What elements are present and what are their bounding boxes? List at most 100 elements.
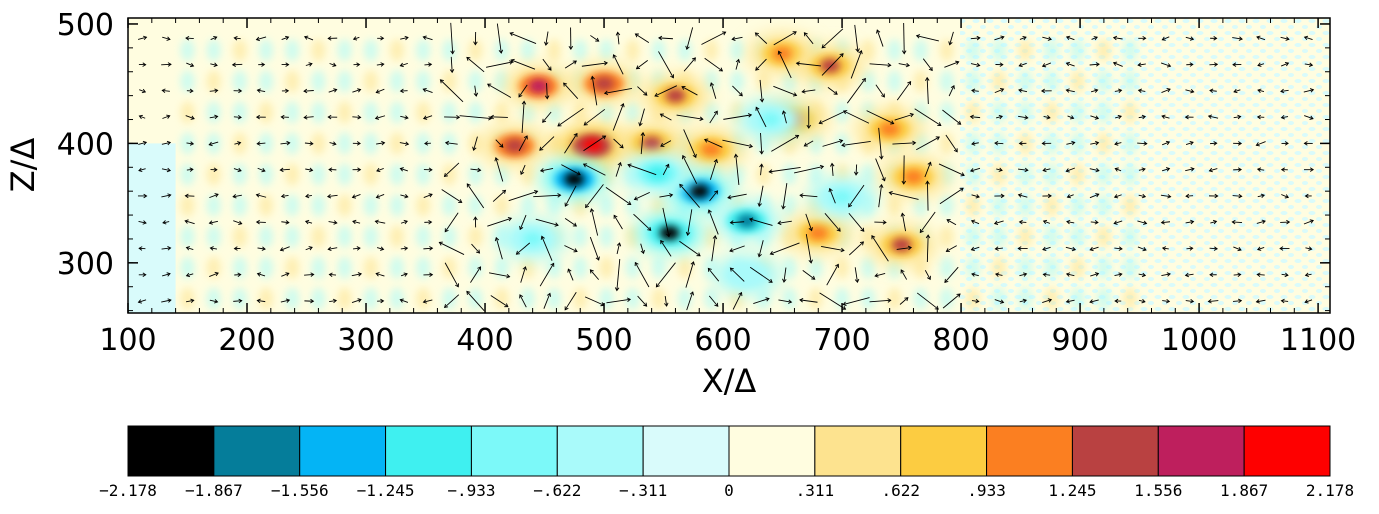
vector-arrow xyxy=(1232,36,1243,41)
vector-arrow xyxy=(256,298,266,304)
stripe xyxy=(782,163,797,186)
stripe xyxy=(547,287,562,310)
vector-arrow xyxy=(519,214,527,231)
stripe xyxy=(520,101,535,124)
stripe xyxy=(704,101,719,124)
vector-arrow xyxy=(938,163,965,177)
vector-arrow xyxy=(542,111,552,123)
vector-arrow xyxy=(494,236,503,260)
vector-arrow xyxy=(375,272,385,277)
vector-arrow xyxy=(1041,141,1052,146)
colorbar-label: 0 xyxy=(724,481,734,500)
vector-arrow xyxy=(994,246,1003,251)
vector-arrow xyxy=(922,58,933,72)
vector-arrow xyxy=(494,157,504,182)
vector-arrow xyxy=(161,298,172,303)
stripe xyxy=(1096,70,1111,93)
stripe xyxy=(442,70,457,93)
vector-arrow xyxy=(970,219,980,225)
vector-arrow xyxy=(161,246,172,251)
vector-arrow xyxy=(1067,115,1075,120)
stripe xyxy=(651,256,666,279)
vector-arrow xyxy=(1210,219,1218,225)
vector-arrow xyxy=(1305,246,1313,251)
vector-arrow xyxy=(799,297,818,303)
stripe xyxy=(599,194,614,217)
stripe xyxy=(363,287,378,310)
stripe xyxy=(363,132,378,155)
contour-core xyxy=(701,142,722,157)
vector-arrow xyxy=(233,88,243,94)
vector-arrow xyxy=(869,298,892,303)
vector-arrow xyxy=(660,239,672,257)
vector-arrow xyxy=(871,235,889,262)
vector-arrow xyxy=(422,115,433,120)
vector-arrow xyxy=(606,297,632,304)
vector-arrow xyxy=(161,88,170,93)
stripe xyxy=(494,101,509,124)
stripe xyxy=(180,287,195,310)
stripe xyxy=(416,194,431,217)
colorbar-swatch xyxy=(1243,425,1331,477)
stripe xyxy=(337,163,352,186)
stripe xyxy=(992,194,1007,217)
vector-arrow xyxy=(1066,219,1075,225)
stripe xyxy=(232,194,247,217)
vector-arrow xyxy=(846,77,866,104)
vector-arrow xyxy=(399,62,408,68)
vector-arrow xyxy=(874,220,887,225)
stripe xyxy=(442,256,457,279)
vector-arrow xyxy=(539,168,554,173)
colorbar-label: .933 xyxy=(967,481,1006,500)
vector-arrow xyxy=(638,108,645,127)
vector-arrow xyxy=(970,246,980,252)
vector-arrow xyxy=(1281,272,1289,278)
stripe xyxy=(206,225,221,248)
stripe xyxy=(1044,101,1059,124)
vector-arrow xyxy=(733,153,740,186)
stripe xyxy=(232,163,247,186)
stripe xyxy=(861,163,876,186)
vector-arrow xyxy=(727,193,747,200)
vector-arrow xyxy=(1185,167,1195,172)
vector-arrow xyxy=(422,299,433,304)
vector-arrow xyxy=(137,35,148,41)
stripe xyxy=(206,163,221,186)
vector-arrow xyxy=(351,194,361,199)
stripe xyxy=(1123,101,1138,124)
vector-arrow xyxy=(729,220,745,225)
vector-arrow xyxy=(510,58,536,70)
stripe xyxy=(965,225,980,248)
vector-arrow xyxy=(471,243,481,254)
vector-arrow xyxy=(280,298,291,303)
stripe xyxy=(389,39,404,62)
vector-arrow xyxy=(662,163,670,176)
vector-arrow xyxy=(900,212,907,232)
vector-arrow xyxy=(281,220,290,225)
stripe xyxy=(363,39,378,62)
stripe xyxy=(416,287,431,310)
colorbar-swatch xyxy=(1157,425,1245,477)
plot-area: 100 200 300 400 500 600 700 800 900 1000 1100 300 4… xyxy=(4,8,1356,400)
vector-arrow xyxy=(542,58,552,71)
vector-arrow xyxy=(853,164,859,176)
stripe xyxy=(520,287,535,310)
vector-arrow xyxy=(1137,141,1148,146)
vector-arrow xyxy=(539,262,555,287)
vector-arrow xyxy=(654,85,678,97)
vector-arrow xyxy=(400,35,409,41)
vector-arrow xyxy=(1042,36,1052,41)
stripe xyxy=(1123,225,1138,248)
vector-arrow xyxy=(1017,246,1028,251)
vector-arrow xyxy=(848,241,865,256)
vector-arrow xyxy=(280,140,291,146)
colorbar-label: 2.178 xyxy=(1306,481,1354,500)
vector-arrow xyxy=(328,88,338,93)
vector-arrow xyxy=(1185,298,1195,304)
x-tick-label: 1000 xyxy=(1161,323,1237,358)
vector-arrow xyxy=(794,164,825,174)
vector-arrow xyxy=(748,217,773,226)
vector-arrow xyxy=(399,141,410,146)
vector-arrow xyxy=(208,141,219,147)
vector-arrow xyxy=(376,246,385,251)
